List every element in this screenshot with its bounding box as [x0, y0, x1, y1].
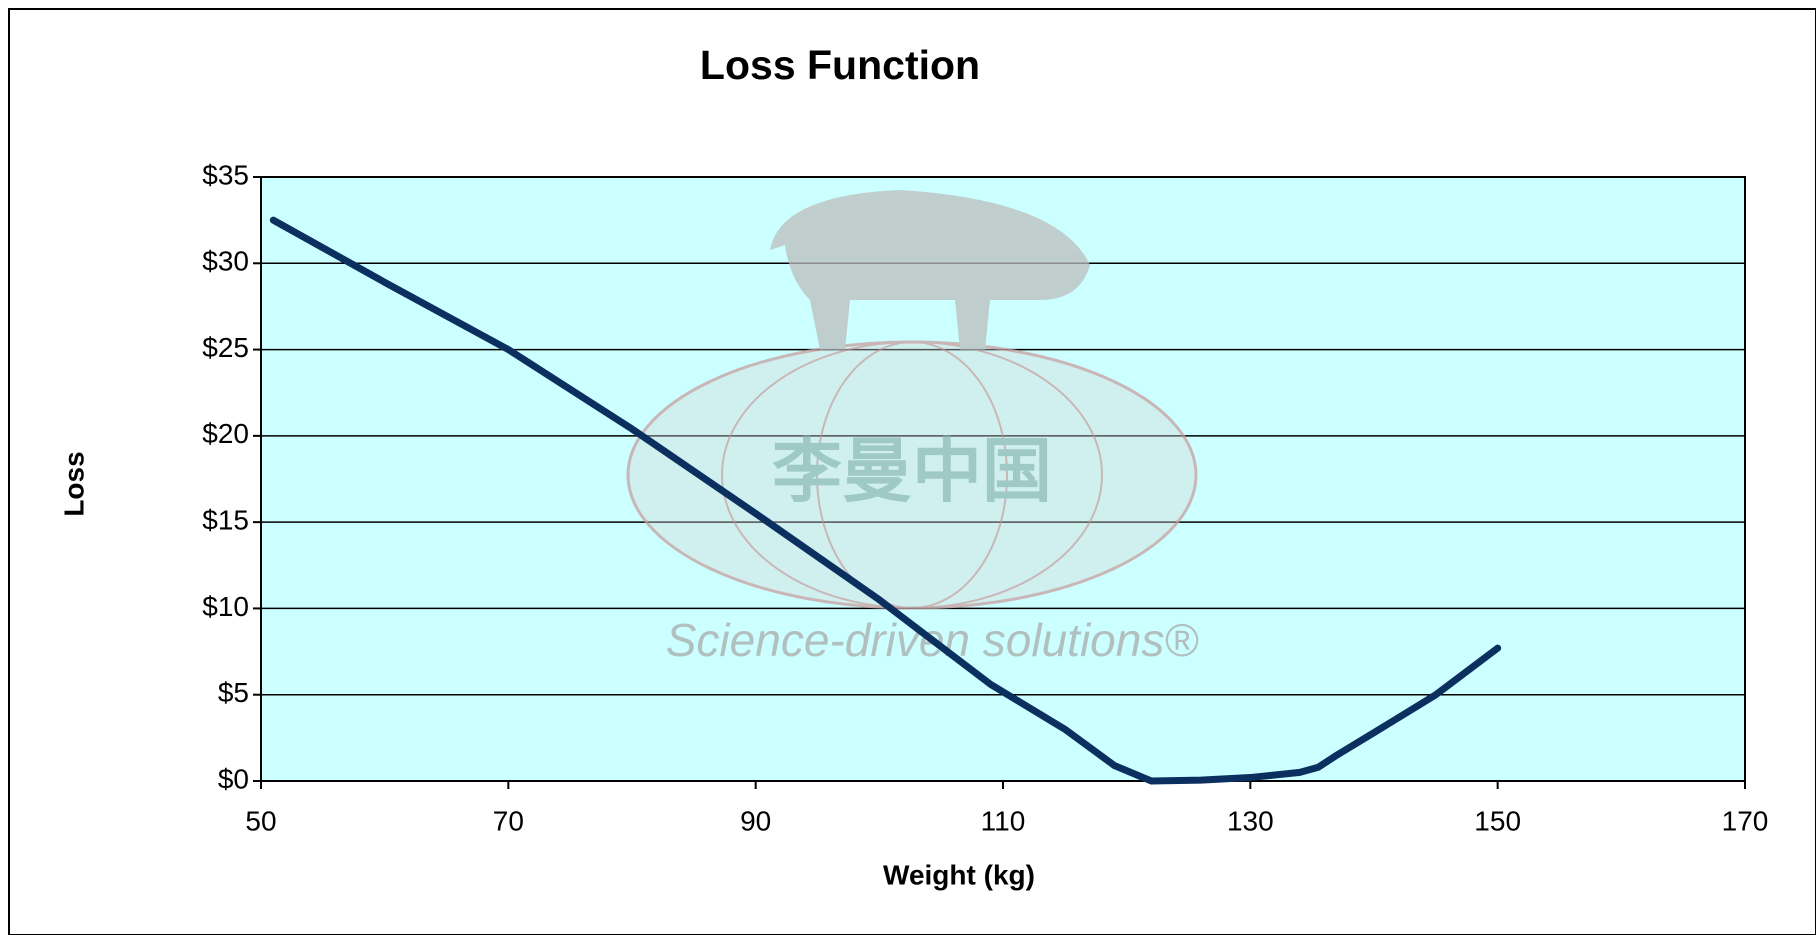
y-tick-label: $0: [218, 763, 249, 794]
x-tick-label: 150: [1474, 805, 1521, 836]
y-tick-label: $5: [218, 677, 249, 708]
x-tick-label: 50: [245, 805, 276, 836]
x-axis-label: Weight (kg): [883, 859, 1035, 890]
chart-title: Loss Function: [700, 42, 980, 88]
y-axis-label: Loss: [58, 451, 89, 516]
x-tick-label: 70: [493, 805, 524, 836]
y-tick-label: $35: [202, 159, 249, 190]
x-tick-label: 110: [981, 805, 1026, 836]
y-tick-label: $25: [202, 332, 249, 363]
watermark-logo-text: 李曼中国: [772, 429, 1052, 512]
x-tick-label: 130: [1227, 805, 1274, 836]
chart: 李曼中国 Science-driven solutions® Loss Func…: [0, 0, 1816, 935]
y-tick-label: $30: [202, 246, 249, 277]
x-tick-label: 170: [1722, 805, 1769, 836]
x-tick-label: 90: [740, 805, 771, 836]
y-tick-label: $20: [202, 418, 249, 449]
y-tick-label: $15: [202, 505, 249, 536]
y-tick-label: $10: [202, 591, 249, 622]
